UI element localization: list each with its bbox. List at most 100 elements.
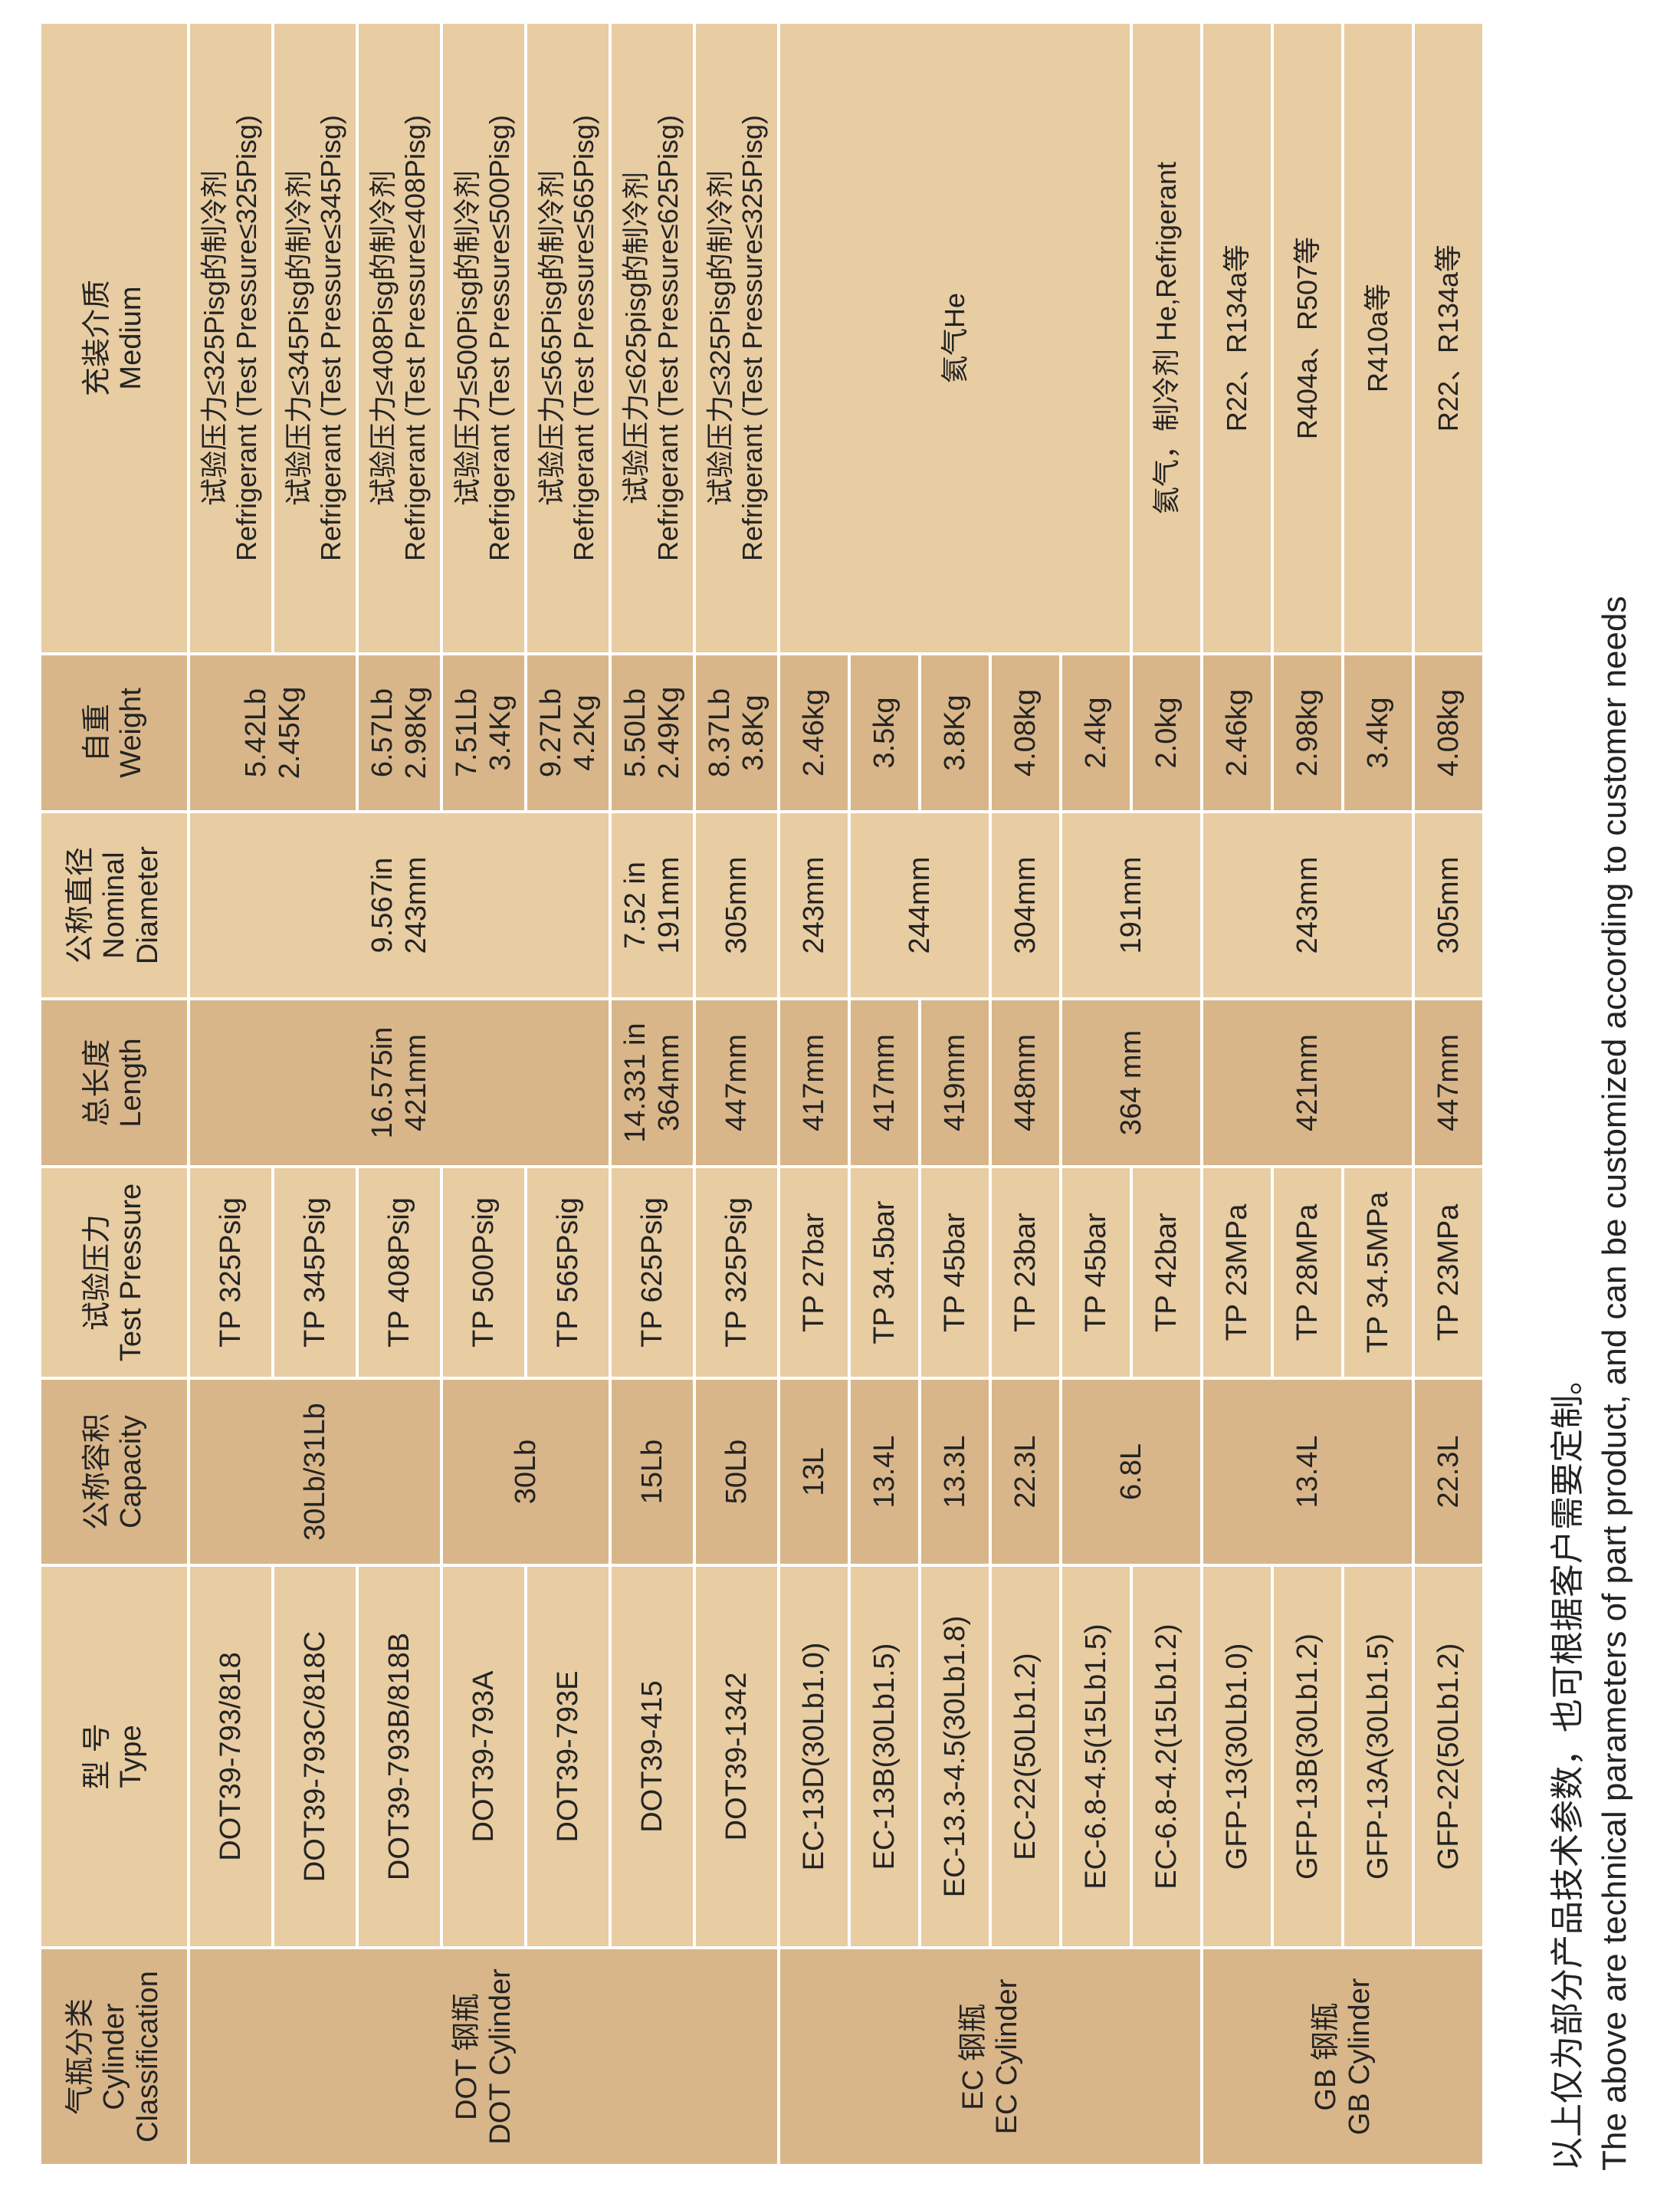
type-cell-line: DOT39-793/818: [214, 1652, 247, 1861]
capacity-cell: 22.3L: [992, 1380, 1059, 1564]
product-row: DOT39-1342 50Lb TP 325Psig 447mm 305mm 8.37Lb…: [696, 24, 777, 2164]
weight-cell-line: 3.4Kg: [484, 694, 517, 771]
type-cell-line: DOT39-793B/818B: [382, 1632, 415, 1881]
type-cell: DOT39-793C/818C: [274, 1567, 356, 1946]
weight-cell-line: 5.42Lb: [239, 688, 272, 778]
type-cell-line: GFP-22(50Lb1.2): [1432, 1643, 1465, 1870]
length-cell: 447mm: [696, 1000, 777, 1165]
test-pressure-cell-line: TP 325Psig: [214, 1197, 247, 1348]
length-cell-line: 16.575in: [366, 1026, 399, 1139]
medium-cell-line: R22、R134a等: [1432, 244, 1465, 432]
header-capacity-line: 公称容积: [80, 1413, 113, 1531]
header-diameter: 公称直径 Nominal Diameter: [41, 813, 187, 997]
test-pressure-cell: TP 23MPa: [1203, 1168, 1271, 1377]
type-cell-line: EC-6.8-4.5(15Lb1.5): [1079, 1624, 1112, 1890]
header-diameter-line: Diameter: [132, 845, 165, 965]
classification-cell-line: DOT Cylinder: [484, 1968, 517, 2145]
header-classification-line: Classification: [132, 1971, 165, 2142]
medium-cell: 试验压力≤408Pisg的制冷剂 Refrigerant (Test Pressu…: [359, 24, 440, 652]
weight-cell-line: 7.51Lb: [450, 688, 483, 778]
diameter-cell: 244mm: [851, 813, 989, 997]
medium-cell-line: 试验压力≤565Pisg的制冷剂: [536, 170, 568, 506]
type-cell: DOT39-793B/818B: [359, 1567, 440, 1946]
diameter-cell: 191mm: [1062, 813, 1200, 997]
length-cell: 14.331 in 364mm: [612, 1000, 693, 1165]
medium-cell: 试验压力≤500Pisg的制冷剂 Refrigerant (Test Pressu…: [443, 24, 524, 652]
test-pressure-cell-line: TP 625Psig: [635, 1197, 668, 1348]
length-cell-line: 447mm: [1432, 1034, 1465, 1131]
weight-cell: 3.4kg: [1344, 655, 1412, 810]
medium-cell-line: 氦气He: [939, 292, 971, 384]
capacity-cell-line: 13.3L: [938, 1435, 971, 1509]
test-pressure-cell: TP 23bar: [992, 1168, 1059, 1377]
type-cell-line: DOT39-1342: [720, 1672, 753, 1841]
footnote: 以上仅为部分产品技术参数，也可根据客户需要定制。 The above are t…: [1545, 25, 1638, 2172]
header-weight: 自重 Weight: [41, 655, 187, 810]
type-cell: GFP-13A(30Lb1.5): [1344, 1567, 1412, 1946]
test-pressure-cell: TP 325Psig: [190, 1168, 271, 1377]
diameter-cell-line: 243mm: [400, 856, 432, 954]
length-cell-line: 364 mm: [1114, 1029, 1147, 1136]
type-cell: DOT39-415: [612, 1567, 693, 1946]
diameter-cell-line: 243mm: [1291, 856, 1324, 954]
type-cell: EC-13.3-4.5(30Lb1.8): [921, 1567, 989, 1946]
diameter-cell-line: 7.52 in: [619, 861, 651, 950]
header-diameter-line: Nominal: [97, 852, 130, 959]
weight-cell-line: 2.98kg: [1291, 688, 1324, 777]
medium-cell-line: 试验压力≤325Pisg的制冷剂: [704, 170, 737, 506]
type-cell: EC-22(50Lb1.2): [992, 1567, 1059, 1946]
length-cell: 419mm: [921, 1000, 989, 1165]
medium-cell-line: Refrigerant (Test Pressure≤500Pisg): [484, 115, 515, 561]
header-diameter-line: 公称直径: [64, 847, 97, 964]
test-pressure-cell: TP 45bar: [1062, 1168, 1130, 1377]
product-row: DOT39-415 15Lb TP 625Psig 14.331 in 364mm 7.5…: [612, 24, 693, 2164]
weight-cell: 8.37Lb 3.8Kg: [696, 655, 777, 810]
product-row: EC 钢瓶 EC Cylinder EC-13D(30Lb1.0) 13L TP 27b…: [780, 24, 1200, 2164]
test-pressure-cell-line: TP 345Psig: [298, 1197, 331, 1348]
header-type-line: 型 号: [80, 1723, 113, 1790]
medium-cell: R410a等: [1344, 24, 1412, 652]
type-cell: DOT39-793E: [527, 1567, 609, 1946]
type-cell: GFP-22(50Lb1.2): [1415, 1567, 1482, 1946]
length-cell-line: 421mm: [400, 1034, 432, 1131]
capacity-cell: 15Lb: [612, 1380, 693, 1564]
test-pressure-cell-line: TP 28MPa: [1291, 1203, 1324, 1341]
weight-cell: 2.98kg: [1274, 655, 1341, 810]
weight-cell-line: 3.4kg: [1361, 697, 1394, 769]
test-pressure-cell: TP 625Psig: [612, 1168, 693, 1377]
diameter-cell-line: 244mm: [903, 856, 936, 954]
diameter-cell-line: 9.567in: [366, 857, 399, 954]
medium-cell-line: 试验压力≤500Pisg的制冷剂: [451, 170, 484, 506]
type-cell-line: DOT39-793C/818C: [298, 1630, 331, 1883]
type-cell: GFP-13B(30Lb1.2): [1274, 1567, 1341, 1946]
weight-cell-line: 2.49Kg: [653, 686, 685, 780]
product-row: GB 钢瓶 GB Cylinder GFP-13(30Lb1.0) 13.4L TP 2…: [1203, 24, 1482, 2164]
length-cell: 417mm: [780, 1000, 848, 1165]
weight-cell-line: 2.46kg: [797, 688, 830, 777]
type-cell-line: GFP-13A(30Lb1.5): [1361, 1633, 1394, 1880]
header-length-line: Length: [115, 1038, 147, 1128]
test-pressure-cell: TP 565Psig: [527, 1168, 609, 1377]
type-cell: GFP-13(30Lb1.0): [1203, 1567, 1271, 1946]
weight-cell-line: 2.98Kg: [400, 686, 432, 780]
header-length-line: 总长度: [80, 1039, 113, 1127]
length-cell-line: 419mm: [938, 1034, 971, 1131]
medium-cell-line: Refrigerant (Test Pressure≤325Pisg): [737, 115, 768, 561]
type-cell-line: EC-6.8-4.2(15Lb1.2): [1150, 1624, 1183, 1890]
header-classification: 气瓶分类 Cylinder Classification: [41, 1949, 187, 2164]
weight-cell: 5.42Lb 2.45Kg: [190, 655, 356, 810]
header-row: 气瓶分类 Cylinder Classification 型 号 Type 公称容积 Cap…: [41, 24, 187, 2164]
classification-cell-line: EC 钢瓶: [956, 2003, 989, 2110]
length-cell-line: 448mm: [1009, 1034, 1042, 1131]
weight-cell: 4.08kg: [992, 655, 1059, 810]
header-type: 型 号 Type: [41, 1567, 187, 1946]
header-capacity: 公称容积 Capacity: [41, 1380, 187, 1564]
medium-cell: 试验压力≤565Pisg的制冷剂 Refrigerant (Test Pressu…: [527, 24, 609, 652]
test-pressure-cell-line: TP 23MPa: [1220, 1203, 1253, 1341]
capacity-cell-line: 22.3L: [1432, 1435, 1465, 1509]
header-length: 总长度 Length: [41, 1000, 187, 1165]
header-weight-line: Weight: [115, 688, 147, 778]
weight-cell-line: 2.45Kg: [274, 686, 306, 780]
length-cell-line: 14.331 in: [619, 1023, 651, 1143]
medium-cell-line: 氦气，制冷剂 He,Refrigerant: [1150, 161, 1183, 515]
